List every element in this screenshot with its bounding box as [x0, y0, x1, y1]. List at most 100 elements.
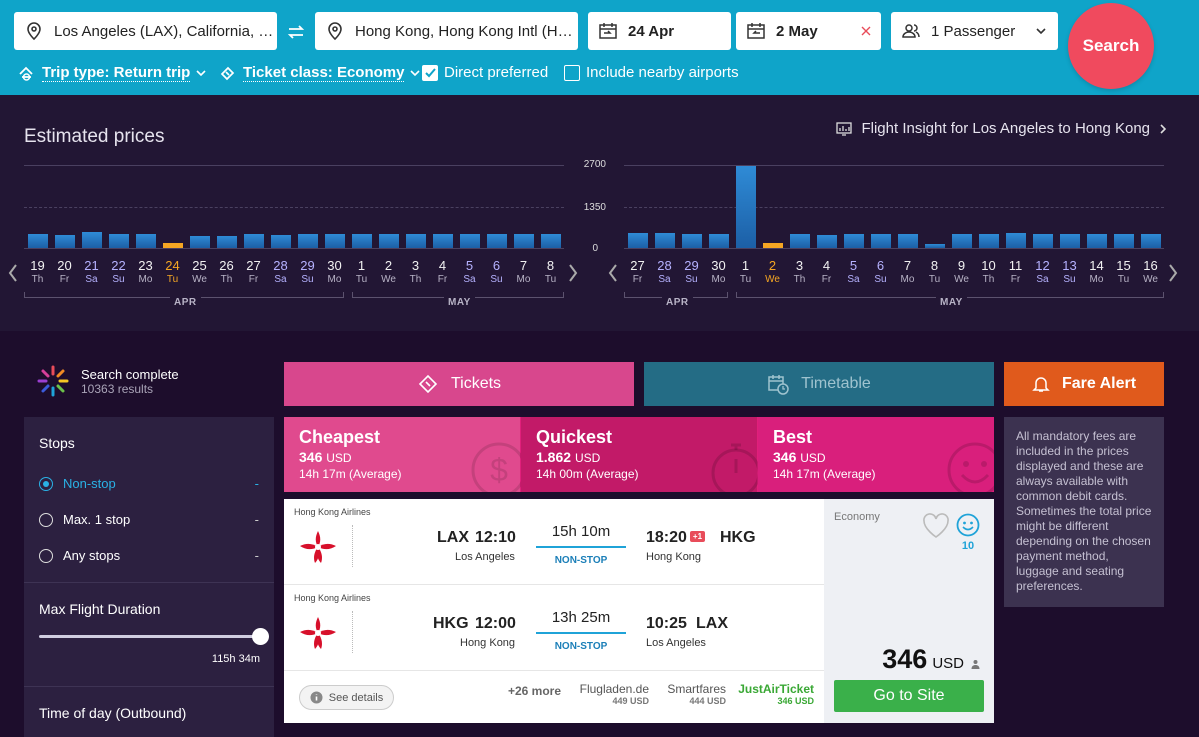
price-bar[interactable] [351, 233, 372, 248]
price-bar[interactable] [978, 233, 999, 248]
price-bar[interactable] [816, 234, 837, 248]
day-label[interactable]: 2 We [375, 258, 402, 285]
price-bar[interactable] [297, 233, 318, 248]
day-label[interactable]: 27 Fr [624, 258, 651, 285]
day-label[interactable]: 11 Fr [1002, 258, 1029, 285]
price-bar[interactable] [1113, 233, 1134, 248]
day-label[interactable]: 20 Fr [51, 258, 78, 285]
day-label[interactable]: 3 Th [786, 258, 813, 285]
day-label[interactable]: 28 Sa [651, 258, 678, 285]
day-label[interactable]: 8 Tu [537, 258, 564, 285]
chevron-left-icon[interactable] [608, 263, 618, 283]
day-label[interactable]: 12 Sa [1029, 258, 1056, 285]
clear-icon[interactable] [861, 26, 871, 36]
agent-offer[interactable]: Smartfares 444 USD [656, 682, 726, 706]
more-agents-link[interactable]: +26 more [506, 682, 561, 700]
price-bar[interactable] [681, 234, 702, 248]
price-bar[interactable] [870, 233, 891, 248]
passengers-field[interactable]: 1 Passenger [891, 12, 1058, 50]
price-bar[interactable] [513, 233, 534, 248]
price-bar[interactable] [708, 233, 729, 248]
day-label[interactable]: 4 Fr [429, 258, 456, 285]
price-bar[interactable] [81, 232, 102, 248]
go-to-site-button[interactable]: Go to Site [834, 680, 984, 712]
stops-option-any[interactable]: Any stops - [39, 548, 259, 563]
ticket-class-dropdown[interactable]: Ticket class: Economy [219, 64, 421, 82]
sort-quickest[interactable]: Quickest 1.862 USD 14h 00m (Average) [521, 417, 761, 492]
price-bar[interactable] [486, 233, 507, 248]
see-details-button[interactable]: See details [299, 685, 394, 710]
day-label[interactable]: 7 Mo [894, 258, 921, 285]
radio-unselected[interactable] [39, 548, 53, 563]
search-button[interactable]: Search [1068, 3, 1154, 89]
day-label[interactable]: 28 Sa [267, 258, 294, 285]
day-label[interactable]: 21 Sa [78, 258, 105, 285]
swap-icon[interactable] [286, 22, 306, 42]
price-bar[interactable] [324, 233, 345, 248]
day-label[interactable]: 7 Mo [510, 258, 537, 285]
stops-option-nonstop[interactable]: Non-stop - [39, 476, 259, 491]
day-label[interactable]: 14 Mo [1083, 258, 1110, 285]
price-bar[interactable] [270, 235, 291, 248]
flight-insight-link[interactable]: Flight Insight for Los Angeles to Hong K… [836, 120, 1177, 137]
chevron-right-icon[interactable] [568, 263, 578, 283]
price-bar[interactable] [1140, 233, 1161, 248]
price-bar[interactable] [405, 233, 426, 248]
day-label[interactable]: 8 Tu [921, 258, 948, 285]
agent-offer[interactable]: JustAirTicket 346 USD [732, 682, 814, 706]
flight-result-card[interactable]: Hong Kong Airlines LAX 12:10 Los Angeles… [284, 499, 994, 723]
price-bar[interactable] [540, 233, 561, 248]
price-bar[interactable] [654, 232, 675, 248]
price-bar[interactable] [189, 235, 210, 248]
chevron-right-icon[interactable] [1168, 263, 1178, 283]
price-bar[interactable] [162, 243, 183, 248]
checkbox-unchecked[interactable] [564, 64, 580, 81]
fare-alert-button[interactable]: Fare Alert [1004, 362, 1164, 406]
return-date-field[interactable]: 2 May [736, 12, 881, 50]
price-bar[interactable] [432, 233, 453, 248]
day-label[interactable]: 5 Sa [456, 258, 483, 285]
day-label[interactable]: 9 We [948, 258, 975, 285]
tab-tickets[interactable]: Tickets [284, 362, 634, 406]
day-label[interactable]: 4 Fr [813, 258, 840, 285]
price-bar[interactable] [762, 243, 783, 248]
day-label[interactable]: 10 Th [975, 258, 1002, 285]
duration-slider-handle[interactable] [252, 628, 269, 645]
price-bar[interactable] [108, 233, 129, 248]
day-label[interactable]: 1 Tu [732, 258, 759, 285]
stops-option-one-stop[interactable]: Max. 1 stop - [39, 512, 259, 527]
day-label[interactable]: 13 Su [1056, 258, 1083, 285]
day-label[interactable]: 25 We [186, 258, 213, 285]
price-bar[interactable] [843, 233, 864, 248]
day-label[interactable]: 22 Su [105, 258, 132, 285]
price-bar[interactable] [924, 243, 945, 248]
day-label[interactable]: 24 Tu [159, 258, 186, 285]
sort-best[interactable]: Best 346 USD 14h 17m (Average) [758, 417, 994, 492]
day-label[interactable]: 23 Mo [132, 258, 159, 285]
day-label[interactable]: 16 We [1137, 258, 1164, 285]
price-bar[interactable] [1059, 233, 1080, 248]
price-bar[interactable] [789, 233, 810, 248]
radio-selected[interactable] [39, 476, 53, 491]
price-bar[interactable] [951, 233, 972, 248]
day-label[interactable]: 6 Su [483, 258, 510, 285]
price-bar[interactable] [243, 233, 264, 248]
day-label[interactable]: 15 Tu [1110, 258, 1137, 285]
day-label[interactable]: 30 Mo [705, 258, 732, 285]
price-bar[interactable] [627, 232, 648, 248]
price-bar[interactable] [1032, 233, 1053, 248]
day-label[interactable]: 27 Fr [240, 258, 267, 285]
direct-preferred-checkbox[interactable]: Direct preferred [422, 64, 548, 81]
sort-cheapest[interactable]: Cheapest 346 USD 14h 17m (Average) $ [284, 417, 527, 492]
destination-field[interactable]: Hong Kong, Hong Kong Intl (HK... [315, 12, 578, 50]
price-bar[interactable] [897, 233, 918, 248]
origin-field[interactable]: Los Angeles (LAX), California, U... [14, 12, 277, 50]
price-bar[interactable] [459, 233, 480, 248]
nearby-airports-checkbox[interactable]: Include nearby airports [564, 64, 739, 81]
depart-date-field[interactable]: 24 Apr [588, 12, 731, 50]
price-bar[interactable] [216, 235, 237, 248]
day-label[interactable]: 19 Th [24, 258, 51, 285]
checkbox-checked[interactable] [422, 64, 438, 81]
duration-slider-track[interactable] [39, 628, 269, 645]
day-label[interactable]: 2 We [759, 258, 786, 285]
